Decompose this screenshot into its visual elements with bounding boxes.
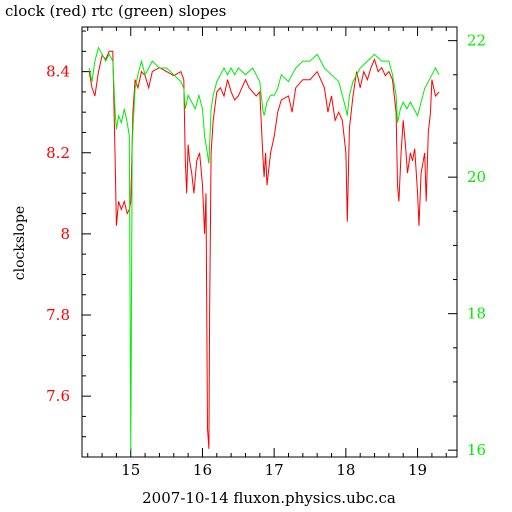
left-tick-label: 8.4 [46,63,70,81]
right-tick-label: 18 [467,305,486,323]
series-layer [88,46,440,451]
series-line-clock [88,50,440,449]
x-axis-ticks: 15 16 17 18 19 [87,27,447,479]
series-line-rtc [88,46,440,451]
right-tick-label: 20 [467,168,486,186]
left-tick-label: 7.8 [46,306,70,324]
x-tick-label: 19 [408,461,427,479]
left-tick-label: 7.6 [46,387,70,405]
y-axis-label: clockslope [12,206,28,280]
left-tick-label: 8.2 [46,144,70,162]
x-axis-label: 2007-10-14 fluxon.physics.ubc.ca [142,489,396,507]
left-tick-label: 8 [60,225,70,243]
left-y-axis-ticks: 7.6 7.8 8 8.2 8.4 [46,30,91,438]
chart-title: clock (red) rtc (green) slopes [5,2,226,20]
x-tick-label: 15 [121,461,140,479]
plot-frame [81,26,458,458]
x-tick-label: 16 [193,461,212,479]
right-y-axis-ticks: 16 18 20 22 [448,32,486,459]
right-tick-label: 16 [467,441,486,459]
x-tick-label: 17 [265,461,284,479]
x-tick-label: 18 [336,461,355,479]
right-tick-label: 22 [467,32,486,50]
